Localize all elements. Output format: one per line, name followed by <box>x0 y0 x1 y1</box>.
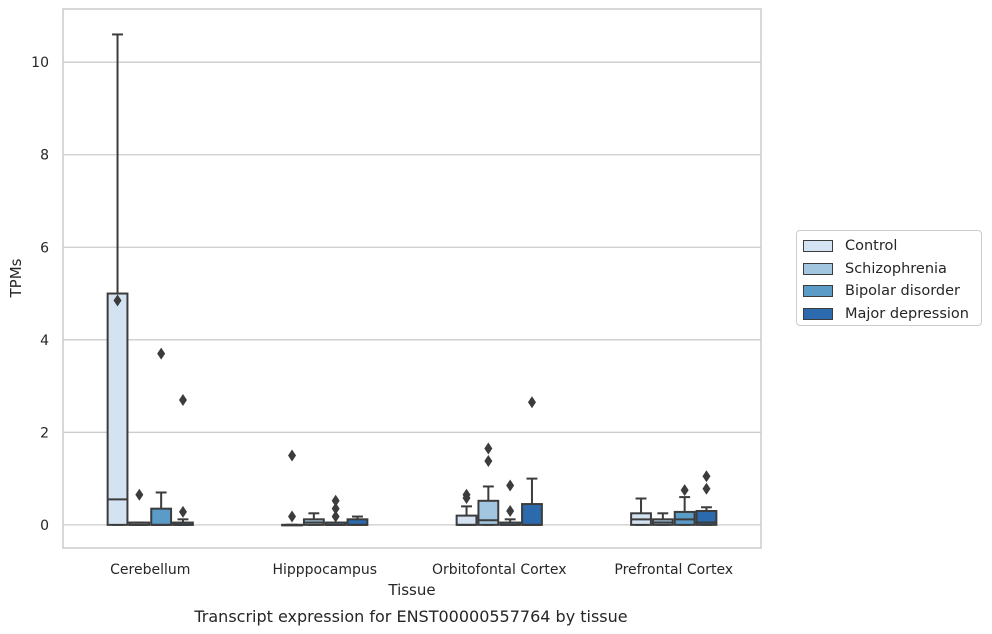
legend-swatch-major-depression <box>803 307 833 320</box>
outlier-point <box>331 502 340 515</box>
box-major-depression-cerebellum <box>172 393 194 526</box>
box-control-hipppocampus <box>281 449 303 527</box>
x-tick-labels: Cerebellum Hipppocampus Orbitofontal Corte… <box>110 562 733 578</box>
plot-area-frame <box>62 8 762 549</box>
box-bipolar-disorder-hipppocampus <box>324 494 347 526</box>
legend-swatch-control <box>803 240 833 253</box>
box-major-depression-orbitofontal-cortex <box>521 396 543 526</box>
box-bipolar-disorder-orbitofontal-cortex <box>499 479 522 526</box>
outlier-point <box>331 510 340 523</box>
outlier-point <box>135 488 144 501</box>
box-series <box>106 33 718 527</box>
x-tick-label: Orbitofontal Cortex <box>432 562 567 578</box>
y-tick-label: 10 <box>31 55 49 71</box>
outlier-point <box>157 347 166 360</box>
box-schizophrenia-cerebellum <box>128 488 151 526</box>
legend-item-schizophrenia: Schizophrenia <box>803 258 981 281</box>
box-control-prefrontal-cortex <box>630 497 652 526</box>
legend-swatch-bipolar-disorder <box>803 285 833 298</box>
box-schizophrenia-prefrontal-cortex <box>651 512 674 526</box>
outlier-point <box>113 294 122 307</box>
outlier-point <box>288 510 297 523</box>
y-tick-label: 0 <box>40 518 49 534</box>
outlier-point <box>178 393 187 406</box>
outlier-point <box>462 492 471 505</box>
outlier-point <box>506 504 515 517</box>
legend: Control Schizophrenia Bipolar disorder M… <box>796 230 982 326</box>
legend-item-control: Control <box>803 235 981 258</box>
outlier-point <box>288 449 297 462</box>
box-body <box>150 507 173 526</box>
legend-label: Bipolar disorder <box>845 283 960 300</box>
box-body <box>695 509 718 526</box>
y-tick-label: 4 <box>40 333 49 349</box>
outlier-point <box>178 505 187 518</box>
box-control-cerebellum <box>106 33 129 526</box>
legend-item-major-depression: Major depression <box>803 303 981 326</box>
box-schizophrenia-hipppocampus <box>302 512 325 526</box>
box-body <box>477 499 500 526</box>
legend-item-bipolar-disorder: Bipolar disorder <box>803 280 981 303</box>
y-axis-title: TPMs <box>7 258 25 298</box>
legend-label: Major depression <box>845 305 969 322</box>
box-major-depression-prefrontal-cortex <box>695 470 718 526</box>
x-tick-label: Cerebellum <box>110 562 190 578</box>
x-tick-label: Prefrontal Cortex <box>614 562 733 578</box>
x-axis-title: Tissue <box>387 581 435 599</box>
box-bipolar-disorder-prefrontal-cortex <box>673 484 696 526</box>
box-bipolar-disorder-cerebellum <box>150 347 173 526</box>
outlier-point <box>702 470 711 483</box>
outlier-point <box>527 396 536 409</box>
legend-label: Control <box>845 238 898 255</box>
box-control-orbitofontal-cortex <box>455 488 478 526</box>
legend-label: Schizophrenia <box>845 260 947 277</box>
box-body <box>106 292 129 526</box>
box-schizophrenia-orbitofontal-cortex <box>477 442 500 526</box>
y-tick-labels: 0 2 4 6 8 10 <box>31 55 49 534</box>
outlier-point <box>331 494 340 507</box>
y-tick-label: 8 <box>40 148 49 164</box>
outlier-point <box>506 479 515 492</box>
y-tick-label: 6 <box>40 240 49 256</box>
outlier-point <box>702 482 711 495</box>
box-body <box>455 514 478 526</box>
box-body <box>521 503 543 526</box>
outlier-point <box>484 442 493 455</box>
outlier-point <box>680 484 689 497</box>
box-major-depression-hipppocampus <box>346 515 369 526</box>
outlier-point <box>484 455 493 468</box>
legend-swatch-schizophrenia <box>803 262 833 275</box>
chart-caption: Transcript expression for ENST0000055776… <box>193 607 627 626</box>
y-tick-label: 2 <box>40 425 49 441</box>
x-tick-label: Hipppocampus <box>272 562 377 578</box>
